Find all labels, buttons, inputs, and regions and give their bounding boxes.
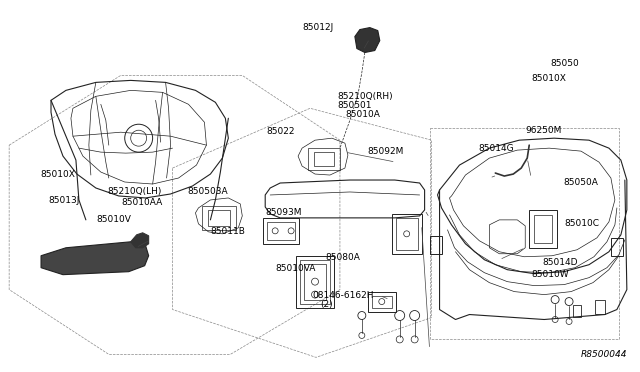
- Bar: [308, 148, 340, 170]
- Polygon shape: [41, 242, 148, 275]
- Bar: [534, 215, 552, 243]
- Text: 85011B: 85011B: [211, 227, 245, 236]
- Text: 850503A: 850503A: [188, 187, 228, 196]
- Bar: [300, 260, 330, 304]
- Text: 85022: 85022: [266, 126, 295, 136]
- Bar: [529, 210, 557, 248]
- Bar: [368, 292, 396, 311]
- Polygon shape: [131, 233, 148, 248]
- Text: 85093M: 85093M: [265, 208, 301, 217]
- Bar: [314, 152, 334, 166]
- Bar: [429, 236, 442, 254]
- Bar: [209, 210, 230, 226]
- Bar: [296, 256, 334, 308]
- Text: 85010X: 85010X: [532, 74, 566, 83]
- Bar: [304, 264, 326, 299]
- Text: 85010X: 85010X: [41, 170, 76, 179]
- Bar: [263, 218, 299, 244]
- Text: 85010AA: 85010AA: [121, 198, 163, 207]
- Text: 85210Q(LH): 85210Q(LH): [107, 187, 161, 196]
- Text: R8500044: R8500044: [580, 350, 627, 359]
- Text: 85080A: 85080A: [325, 253, 360, 262]
- Text: 85010C: 85010C: [565, 219, 600, 228]
- Bar: [611, 238, 623, 256]
- Text: 85092M: 85092M: [367, 147, 404, 155]
- Text: 850501: 850501: [338, 101, 372, 110]
- Text: (2): (2): [320, 300, 333, 309]
- Bar: [372, 296, 392, 308]
- Text: 85014G: 85014G: [478, 144, 514, 153]
- Bar: [573, 305, 581, 317]
- Text: 85012J: 85012J: [302, 23, 333, 32]
- Bar: [396, 218, 418, 250]
- Text: 85010V: 85010V: [97, 215, 132, 224]
- Text: 85010A: 85010A: [346, 110, 380, 119]
- Text: 96250M: 96250M: [525, 126, 562, 135]
- Bar: [202, 206, 236, 230]
- Text: 85010VA: 85010VA: [275, 264, 316, 273]
- Polygon shape: [355, 28, 380, 52]
- Bar: [267, 222, 295, 240]
- Text: 85010W: 85010W: [532, 270, 570, 279]
- Text: 85050: 85050: [551, 59, 580, 68]
- Text: 85050A: 85050A: [564, 178, 598, 187]
- Text: 85210Q(RH): 85210Q(RH): [338, 92, 394, 101]
- Bar: [595, 299, 605, 314]
- Text: 85014D: 85014D: [542, 258, 577, 267]
- Text: 85013J: 85013J: [49, 196, 80, 205]
- Bar: [392, 214, 422, 254]
- Text: 08146-6162H: 08146-6162H: [312, 291, 374, 300]
